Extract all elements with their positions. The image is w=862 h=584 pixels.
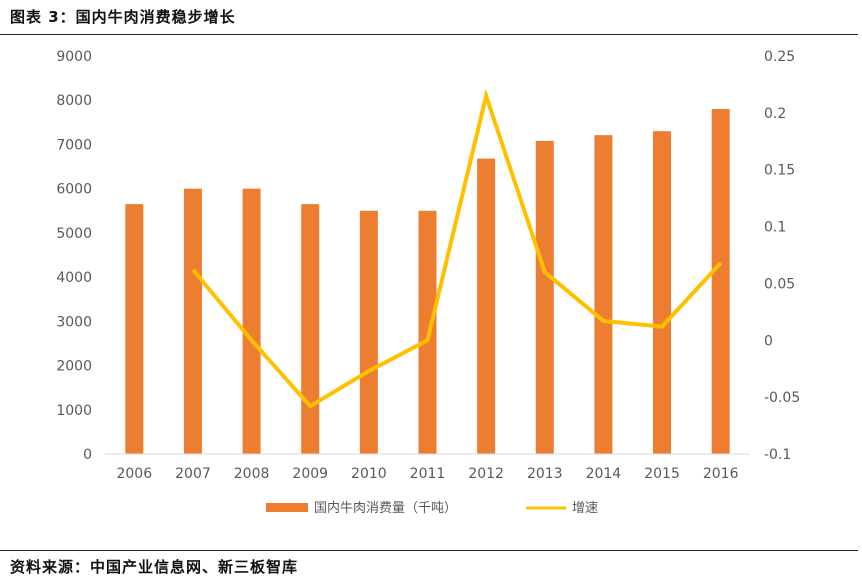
y-left-tick-label: 6000 <box>56 182 92 198</box>
bar-series <box>125 109 730 455</box>
y-right-tick-label: -0.1 <box>764 447 791 463</box>
y-right-tick-label: 0.25 <box>764 49 795 65</box>
bar <box>359 210 378 454</box>
x-tick-label: 2012 <box>468 466 504 482</box>
y-right-tick-label: 0.05 <box>764 276 795 292</box>
bar <box>242 188 261 454</box>
source-note: 资料来源：中国产业信息网、新三板智库 <box>10 558 299 576</box>
bar <box>711 109 730 455</box>
bar <box>594 135 613 454</box>
bar <box>477 158 496 454</box>
y-left-tick-label: 2000 <box>56 359 92 375</box>
x-axis: 2006 2007 2008 2009 2010 2011 2012 2013 2014 2015… <box>116 466 738 482</box>
y-right-tick-label: 0.2 <box>764 106 786 122</box>
x-tick-label: 2008 <box>234 466 270 482</box>
y-left-tick-label: 9000 <box>56 49 92 65</box>
line-series <box>191 88 723 409</box>
legend-label-line: 增速 <box>572 501 598 516</box>
bar <box>183 188 202 454</box>
growth-line <box>191 88 723 409</box>
bar <box>125 204 144 454</box>
y-left-tick-label: 3000 <box>56 314 92 330</box>
bar <box>301 204 320 454</box>
right-axis: -0.1 -0.05 0 0.05 0.1 0.15 0.2 0.25 <box>764 49 800 463</box>
y-left-tick-label: 0 <box>83 447 92 463</box>
bottom-rule <box>0 550 858 551</box>
figure-title: 图表 3：国内牛肉消费稳步增长 <box>10 8 236 26</box>
y-left-tick-label: 1000 <box>56 403 92 419</box>
y-right-tick-label: 0.1 <box>764 220 786 236</box>
legend: 国内牛肉消费量（千吨） 增速 <box>266 500 598 516</box>
x-tick-label: 2006 <box>116 466 152 482</box>
x-tick-label: 2014 <box>586 466 622 482</box>
bar <box>653 131 672 454</box>
y-left-tick-label: 7000 <box>56 137 92 153</box>
y-left-tick-label: 5000 <box>56 226 92 242</box>
y-left-tick-label: 4000 <box>56 270 92 286</box>
x-tick-label: 2007 <box>175 466 211 482</box>
x-tick-label: 2010 <box>351 466 387 482</box>
top-rule <box>0 34 858 35</box>
y-left-tick-label: 8000 <box>56 93 92 109</box>
x-tick-label: 2013 <box>527 466 563 482</box>
x-tick-label: 2009 <box>292 466 328 482</box>
left-axis: 0 1000 2000 3000 4000 5000 6000 7000 8000 9000 <box>56 49 92 463</box>
x-tick-label: 2015 <box>644 466 680 482</box>
y-right-tick-label: -0.05 <box>764 390 800 406</box>
y-right-tick-label: 0.15 <box>764 163 795 179</box>
legend-swatch-bar <box>266 503 308 512</box>
bar <box>535 140 554 454</box>
legend-label-bar: 国内牛肉消费量（千吨） <box>314 500 457 516</box>
chart: 0 1000 2000 3000 4000 5000 6000 7000 8000 9000 -0… <box>56 49 800 516</box>
x-tick-label: 2016 <box>703 466 739 482</box>
y-right-tick-label: 0 <box>764 333 773 349</box>
x-tick-label: 2011 <box>410 466 446 482</box>
